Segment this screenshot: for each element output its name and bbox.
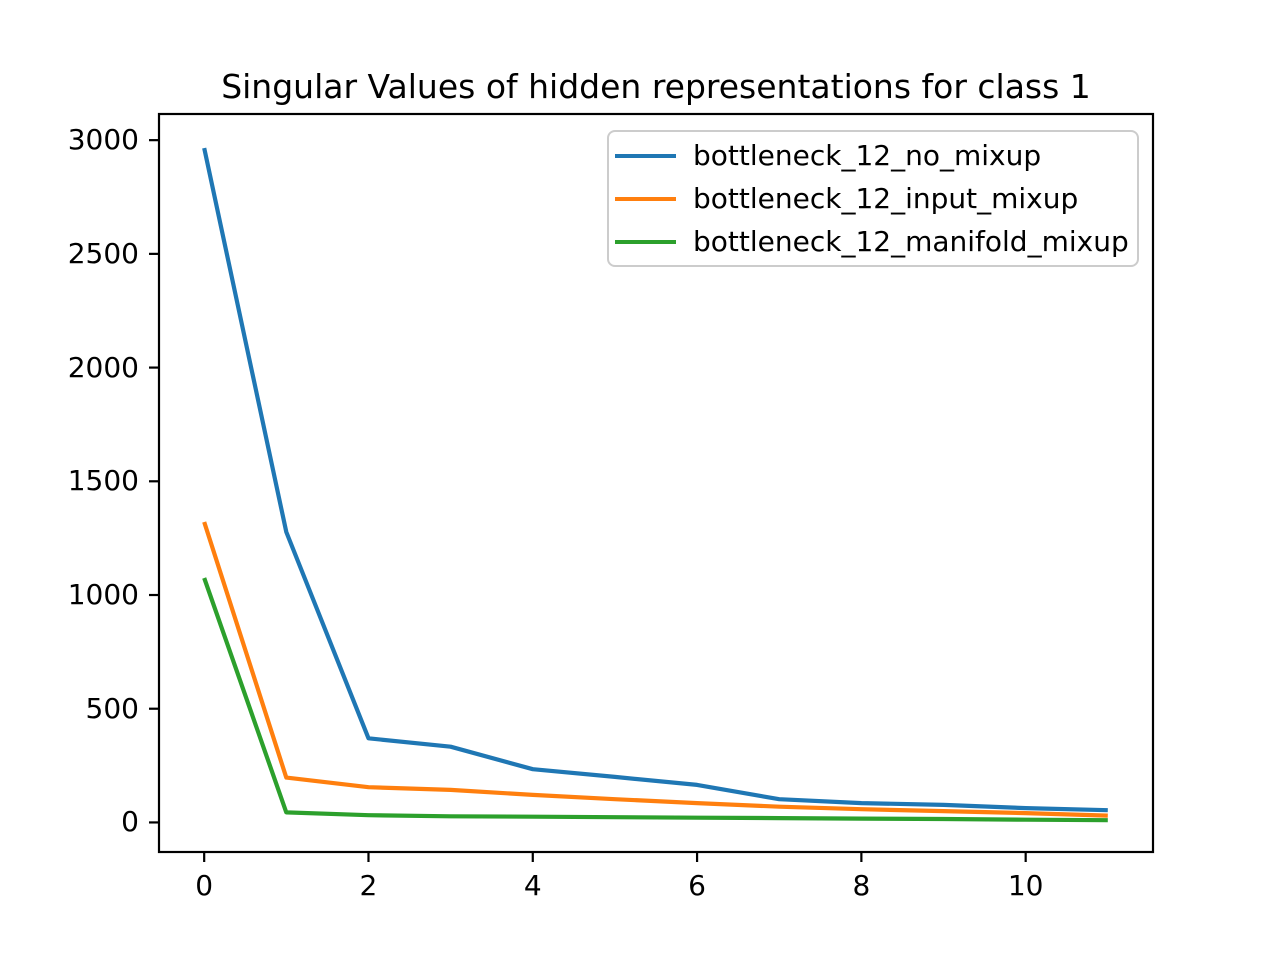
legend: bottleneck_12_no_mixup bottleneck_12_inpu… — [607, 130, 1139, 267]
series-line-bottleneck_12_input_mixup — [202, 521, 1108, 818]
legend-line-swatch — [615, 239, 676, 244]
x-tick-label: 10 — [1007, 869, 1044, 902]
y-tick-label: 2500 — [67, 236, 139, 270]
legend-line-swatch — [615, 153, 676, 158]
series-line-bottleneck_12_no_mixup — [202, 147, 1108, 813]
legend-label: bottleneck_12_manifold_mixup — [693, 224, 1129, 258]
x-tick-label: 6 — [688, 869, 706, 902]
y-tick-label: 1000 — [67, 578, 139, 611]
legend-item: bottleneck_12_no_mixup — [609, 134, 1137, 177]
y-tick-label: 3000 — [67, 123, 139, 157]
series-line-bottleneck_12_manifold_mixup — [202, 577, 1108, 823]
legend-item: bottleneck_12_manifold_mixup — [609, 220, 1137, 263]
y-tick-label: 500 — [85, 691, 139, 725]
chart-title: Singular Values of hidden representation… — [221, 67, 1091, 106]
y-tick-label: 1500 — [67, 464, 139, 498]
y-tick-label: 0 — [121, 805, 139, 839]
legend-label: bottleneck_12_input_mixup — [693, 181, 1079, 215]
x-tick-label: 2 — [359, 869, 378, 902]
x-tick-label: 4 — [523, 869, 542, 902]
legend-line-swatch — [615, 196, 676, 201]
axes-frame — [157, 112, 1155, 854]
x-tick-label: 8 — [852, 869, 871, 902]
legend-label: bottleneck_12_no_mixup — [693, 138, 1042, 172]
y-tick-label: 2000 — [67, 350, 139, 384]
legend-item: bottleneck_12_input_mixup — [609, 177, 1137, 220]
x-tick-label: 0 — [195, 869, 214, 902]
